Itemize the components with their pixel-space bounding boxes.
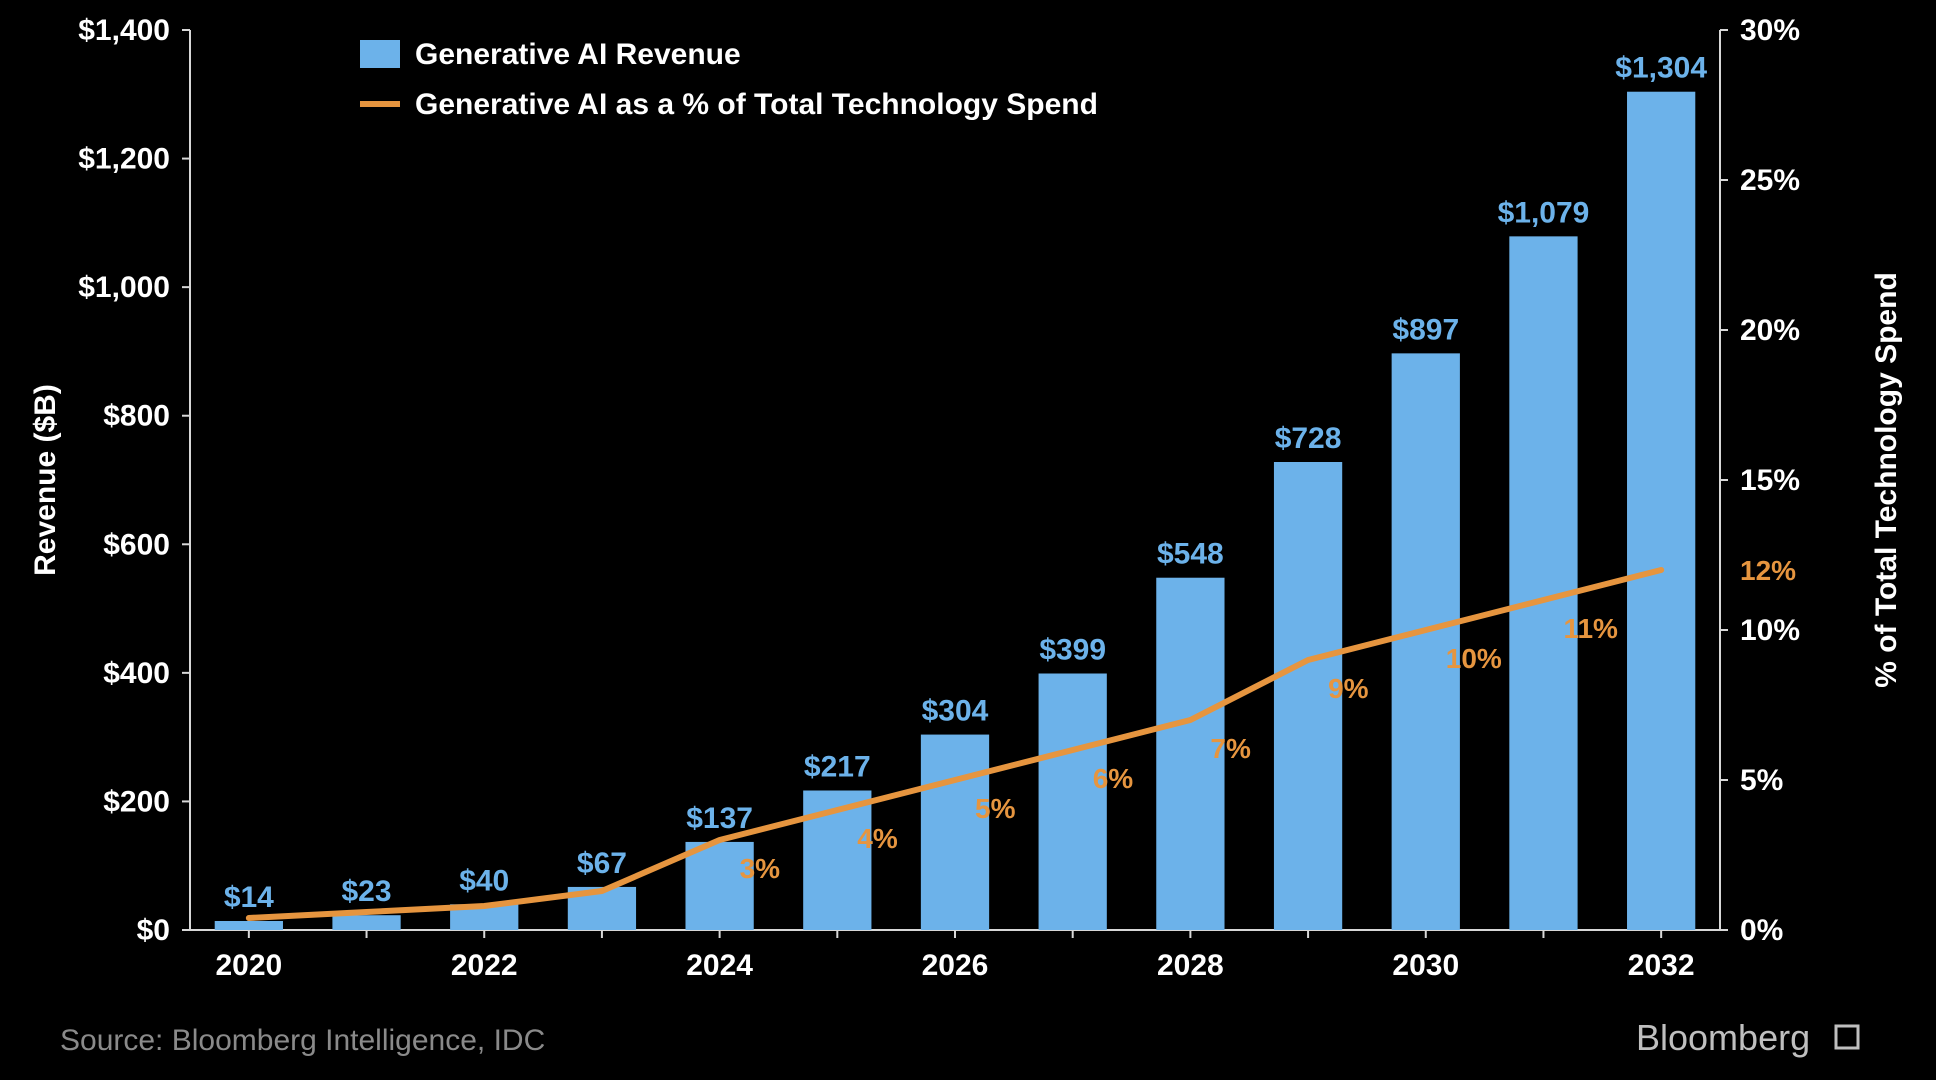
source-text: Source: Bloomberg Intelligence, IDC: [60, 1024, 545, 1057]
y-right-tick-label: 5%: [1740, 764, 1783, 797]
bar-value-label: $548: [1157, 538, 1224, 571]
x-tick-label: 2020: [215, 949, 282, 982]
bar-value-label: $728: [1275, 422, 1342, 455]
y-left-axis-title: Revenue ($B): [29, 384, 62, 576]
pct-value-label: 7%: [1210, 733, 1251, 764]
y-left-tick-label: $600: [103, 528, 170, 561]
chart-container: $0 $200 $400 $600 $800 $1,000 $1,200 $1,400 0% 5%…: [0, 0, 1936, 1080]
bar: [1039, 674, 1107, 931]
bar: [332, 915, 400, 930]
pct-value-label: 11%: [1563, 613, 1618, 644]
bar-value-label: $217: [804, 751, 871, 784]
bar: [215, 921, 283, 930]
pct-value-label: 10%: [1446, 643, 1502, 674]
y-right-tick-label: 10%: [1740, 614, 1800, 647]
y-left-tick-label: $400: [103, 657, 170, 690]
bar-value-label: $304: [922, 695, 989, 728]
pct-value-label: 3%: [740, 853, 781, 884]
pct-value-label: 9%: [1328, 673, 1369, 704]
y-right-axis-title: % of Total Technology Spend: [1870, 272, 1903, 688]
bar: [1627, 92, 1695, 930]
pct-value-label: 5%: [975, 793, 1016, 824]
bar: [921, 735, 989, 930]
brand-text: Bloomberg: [1636, 1017, 1810, 1058]
bar-value-label: $1,304: [1615, 52, 1707, 85]
pct-value-label: 12%: [1740, 555, 1796, 586]
legend-swatch-bar: [360, 40, 400, 68]
y-left-tick-label: $0: [137, 914, 170, 947]
bar: [1509, 236, 1577, 930]
bar-value-label: $399: [1039, 634, 1106, 667]
legend-label: Generative AI Revenue: [415, 38, 741, 71]
y-left-tick-label: $1,400: [78, 14, 170, 47]
x-tick-label: 2028: [1157, 949, 1224, 982]
chart-svg: $0 $200 $400 $600 $800 $1,000 $1,200 $1,400 0% 5%…: [0, 0, 1936, 1080]
y-left-tick-label: $800: [103, 400, 170, 433]
y-right-tick-label: 0%: [1740, 914, 1783, 947]
x-tick-label: 2026: [922, 949, 989, 982]
pct-value-label: 4%: [857, 823, 898, 854]
x-tick-label: 2032: [1628, 949, 1695, 982]
y-right-tick-label: 15%: [1740, 464, 1800, 497]
bar-value-label: $23: [342, 875, 392, 908]
y-right-tick-label: 30%: [1740, 14, 1800, 47]
bar-value-label: $897: [1392, 313, 1459, 346]
y-left-tick-label: $200: [103, 785, 170, 818]
bar-value-label: $67: [577, 847, 627, 880]
x-tick-label: 2030: [1392, 949, 1459, 982]
y-left-tick-label: $1,000: [78, 271, 170, 304]
x-tick-label: 2022: [451, 949, 518, 982]
legend-label: Generative AI as a % of Total Technology…: [415, 88, 1098, 121]
bar-value-label: $14: [224, 881, 274, 914]
x-tick-label: 2024: [686, 949, 753, 982]
bar-value-label: $1,079: [1498, 196, 1590, 229]
bar: [1392, 353, 1460, 930]
y-right-tick-label: 25%: [1740, 164, 1800, 197]
pct-value-label: 6%: [1093, 763, 1134, 794]
y-left-tick-label: $1,200: [78, 143, 170, 176]
y-right-tick-label: 20%: [1740, 314, 1800, 347]
bar-value-label: $40: [459, 864, 509, 897]
bar-value-label: $137: [686, 802, 753, 835]
